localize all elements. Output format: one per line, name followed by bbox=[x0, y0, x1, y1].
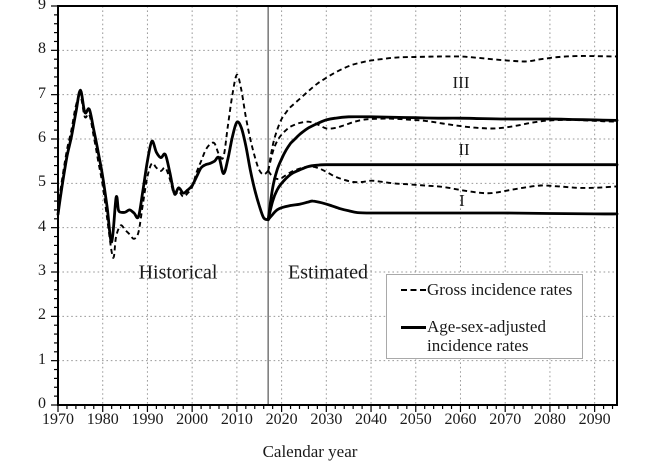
x-tick-label: 2060 bbox=[444, 411, 477, 428]
y-tick-label: 1 bbox=[38, 350, 46, 368]
est-gross-III-line bbox=[267, 55, 618, 172]
est-adj-II-line bbox=[266, 163, 619, 222]
est-adj-I-line bbox=[266, 199, 619, 222]
y-tick-label: 4 bbox=[38, 217, 46, 235]
y-tick-label: 2 bbox=[38, 306, 46, 324]
legend-adjusted-label: Age-sex-adjusted incidence rates bbox=[427, 317, 546, 355]
x-tick-label: 2090 bbox=[578, 411, 611, 428]
y-tick-label: 5 bbox=[38, 173, 46, 191]
x-tick-label: 2070 bbox=[489, 411, 522, 428]
x-tick-label: 2020 bbox=[265, 411, 298, 428]
dashed-line-sample bbox=[401, 288, 426, 291]
y-tick-label: 9 bbox=[38, 0, 46, 13]
est-gross-I-line bbox=[267, 165, 618, 195]
x-tick-label: 1970 bbox=[42, 411, 74, 428]
hist-adjusted-line bbox=[56, 88, 270, 244]
x-axis-title: Calendar year bbox=[262, 442, 358, 461]
y-tick-label: 3 bbox=[38, 262, 46, 279]
scenario-label-ii: II bbox=[458, 140, 470, 159]
x-tick-label: 1990 bbox=[131, 411, 164, 428]
x-tick-label: 2030 bbox=[310, 411, 343, 428]
hist-gross-line bbox=[57, 73, 269, 259]
est-gross-II-line bbox=[267, 117, 618, 172]
y-tick-label: 8 bbox=[38, 40, 46, 58]
legend-box: Gross incidence rates Age-sex-adjusted i… bbox=[386, 274, 583, 359]
x-tick-label: 2040 bbox=[355, 411, 388, 428]
historical-region-label: Historical bbox=[138, 261, 218, 284]
y-tick-label: 0 bbox=[38, 395, 46, 412]
scenario-label-i: I bbox=[459, 191, 465, 210]
est-adj-III-line bbox=[266, 115, 619, 222]
solid-line-sample bbox=[401, 326, 426, 329]
x-tick-label: 1980 bbox=[86, 411, 119, 428]
x-tick-label: 2050 bbox=[399, 411, 432, 428]
legend-adjusted-line2: incidence rates bbox=[427, 336, 529, 355]
legend-entry-adjusted: Age-sex-adjusted incidence rates bbox=[401, 317, 546, 355]
scenario-label-iii: III bbox=[452, 73, 470, 92]
estimated-region-label: Estimated bbox=[288, 261, 368, 284]
x-tick-label: 2010 bbox=[220, 411, 253, 428]
y-tick-label: 6 bbox=[38, 129, 46, 146]
y-tick-label: 7 bbox=[38, 84, 46, 102]
legend-gross-label: Gross incidence rates bbox=[427, 280, 573, 299]
x-tick-label: 2000 bbox=[176, 411, 209, 428]
x-tick-label: 2080 bbox=[533, 411, 566, 428]
legend-adjusted-line1: Age-sex-adjusted bbox=[427, 317, 546, 336]
legend-entry-gross: Gross incidence rates bbox=[401, 280, 572, 299]
